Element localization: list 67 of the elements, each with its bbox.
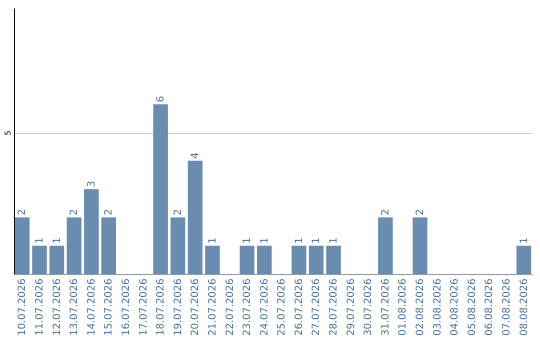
x-tick-label: 06.08.2026 <box>484 278 496 336</box>
bar <box>412 217 428 274</box>
data-label: 1 <box>518 237 530 244</box>
x-tick-label: 29.07.2026 <box>346 278 357 336</box>
bar <box>49 246 64 274</box>
data-label: 2 <box>104 209 115 216</box>
x-tick-label: 28.07.2026 <box>328 278 340 336</box>
bar <box>378 217 393 274</box>
bar <box>516 246 532 274</box>
x-tick-label: 03.08.2026 <box>432 278 444 336</box>
x-tick-label: 01.08.2026 <box>398 278 409 336</box>
bar <box>240 246 254 274</box>
data-label: 1 <box>259 237 270 244</box>
data-label: 3 <box>86 180 98 188</box>
data-label: 1 <box>311 237 322 244</box>
bar <box>308 246 324 274</box>
bar <box>101 217 116 274</box>
data-label: 1 <box>52 237 63 244</box>
bar <box>84 189 99 274</box>
x-tick-label: 26.07.2026 <box>294 278 305 336</box>
x-tick-label: 20.07.2026 <box>190 278 202 336</box>
x-tick-label: 18.07.2026 <box>156 278 167 336</box>
data-label: 1 <box>242 237 254 244</box>
bar <box>205 246 220 274</box>
x-tick-label: 13.07.2026 <box>69 278 80 336</box>
data-label: 1 <box>207 237 218 244</box>
bar <box>188 160 203 274</box>
bar <box>326 246 341 274</box>
data-label: 1 <box>328 237 340 244</box>
data-label: 2 <box>380 209 392 216</box>
x-tick-label: 15.07.2026 <box>104 278 115 336</box>
x-tick-label: 24.07.2026 <box>259 278 270 336</box>
x-tick-label: 11.07.2026 <box>34 278 46 336</box>
bar <box>257 246 272 274</box>
x-tick-label: 02.08.2026 <box>415 278 426 336</box>
x-tick-label: 14.07.2026 <box>86 278 98 336</box>
x-tick-label: 19.07.2026 <box>172 278 184 336</box>
x-tick-label: 31.07.2026 <box>380 278 392 336</box>
data-label: 4 <box>190 152 202 159</box>
data-label: 1 <box>34 237 46 244</box>
x-tick-label: 07.08.2026 <box>501 278 512 336</box>
x-tick-label: 30.07.2026 <box>363 278 374 336</box>
x-tick-label: 23.07.2026 <box>242 278 254 336</box>
x-tick-label: 08.08.2026 <box>518 278 530 336</box>
data-label: 2 <box>415 209 426 216</box>
data-label: 2 <box>17 209 28 216</box>
x-tick-label: 10.07.2026 <box>17 278 28 336</box>
bar <box>153 104 168 274</box>
x-tick-label: 16.07.2026 <box>120 278 132 336</box>
bar <box>170 217 186 274</box>
data-label: 2 <box>172 209 184 216</box>
x-tick-label: 21.07.2026 <box>207 278 218 336</box>
x-tick-label: 04.08.2026 <box>450 278 461 336</box>
bar <box>32 246 47 274</box>
x-tick-label: 12.07.2026 <box>52 278 63 336</box>
data-label: 2 <box>69 209 80 216</box>
data-label: 6 <box>156 96 167 102</box>
bar <box>292 246 306 274</box>
bar <box>66 217 82 274</box>
x-tick-label: 05.08.2026 <box>466 278 478 336</box>
bar <box>14 217 30 274</box>
x-tick-label: 27.07.2026 <box>311 278 322 336</box>
x-tick-label: 17.07.2026 <box>138 278 150 336</box>
x-tick-label: 22.07.2026 <box>224 278 236 336</box>
y-tick-label: 5 <box>4 130 12 136</box>
x-tick-label: 25.07.2026 <box>276 278 288 336</box>
data-label: 1 <box>294 237 305 244</box>
